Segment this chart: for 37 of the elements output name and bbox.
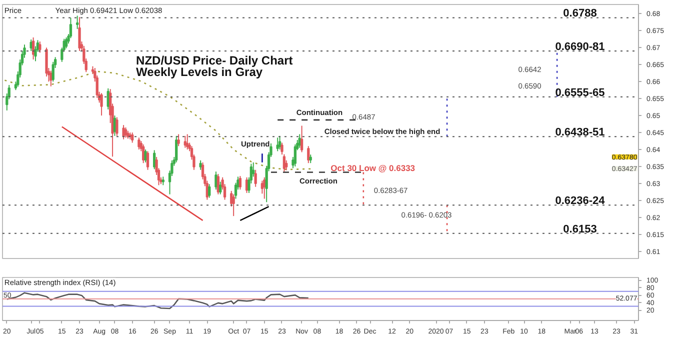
- candlestick: [186, 134, 189, 150]
- candlestick: [76, 15, 79, 30]
- candlestick: [199, 160, 202, 170]
- candlestick: [219, 181, 222, 195]
- candlestick: [278, 135, 282, 150]
- candlestick: [238, 175, 242, 190]
- candlestick: [146, 150, 150, 170]
- candlestick: [307, 146, 310, 164]
- candlestick: [282, 154, 286, 172]
- annotation: Oct 30 Low @ 0.6333: [330, 163, 416, 174]
- candlestick: [263, 176, 266, 200]
- candlestick: [38, 41, 42, 54]
- candlestick: [214, 171, 218, 190]
- candlestick: [208, 184, 211, 198]
- candlestick: [50, 70, 52, 87]
- candlestick: [232, 194, 235, 217]
- candlestick: [276, 137, 279, 152]
- ref-line-label: 0.6438-51: [555, 126, 605, 139]
- ref-line-label: 0.6555-65: [555, 86, 605, 99]
- candlestick: [175, 135, 178, 163]
- ref-line-label: 0.6690-81: [555, 41, 605, 54]
- candlestick: [131, 132, 134, 144]
- ref-line-label: 0.6236-24: [555, 195, 606, 208]
- candlestick: [100, 92, 103, 116]
- candlestick: [177, 134, 180, 147]
- candlestick: [52, 61, 54, 82]
- candlestick: [294, 144, 297, 167]
- ref-line-label: 0.6788: [563, 8, 597, 20]
- ref-line-label: 0.6153: [563, 223, 597, 236]
- candlestick: [64, 36, 68, 49]
- candlestick: [78, 16, 81, 52]
- candlestick: [280, 142, 284, 156]
- text: NZD/USD Price- Daily Chart: [136, 53, 293, 68]
- candlestick: [144, 148, 147, 163]
- candlestick: [138, 137, 140, 150]
- candlestick: [254, 169, 257, 188]
- candlestick: [300, 125, 304, 153]
